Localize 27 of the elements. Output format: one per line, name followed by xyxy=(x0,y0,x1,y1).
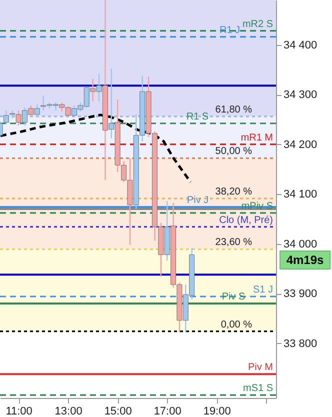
x-tick-label: 17:00 xyxy=(154,406,182,417)
ref-line-label: mPiv S xyxy=(241,200,274,212)
ref-line-label: R1 S xyxy=(186,111,209,122)
x-tick-label: 15:00 xyxy=(104,406,132,417)
x-tick-label: 19:00 xyxy=(203,406,231,417)
y-tick-label: 34 300 xyxy=(284,89,318,102)
y-tick-label: 33 900 xyxy=(284,288,318,300)
y-tick-label: 33 800 xyxy=(284,338,318,350)
annotation: 61,80 % xyxy=(215,104,252,116)
annotation: 0,00 % xyxy=(220,319,252,330)
text: 4m19s xyxy=(286,253,324,267)
ref-line-label: Piv M xyxy=(248,362,273,374)
annotation: 23,60 % xyxy=(215,237,252,248)
ref-line-label: Clo (M, Pré) xyxy=(219,214,273,226)
annotation: 50,00 % xyxy=(215,146,252,158)
annotation: 38,20 % xyxy=(215,186,252,198)
ref-line-label: mR1 M xyxy=(240,132,273,144)
candlestick xyxy=(3,110,9,125)
x-tick-label: 13:00 xyxy=(54,406,82,417)
ref-line-label: mR2 S xyxy=(242,18,274,30)
y-tick-label: 34 000 xyxy=(284,238,318,250)
ref-line-label: S1 J xyxy=(252,284,273,296)
y-tick-label: 34 400 xyxy=(284,39,318,52)
y-tick-label: 34 100 xyxy=(284,188,318,201)
y-tick-label: 34 200 xyxy=(284,138,318,151)
ref-line-label: mS1 S xyxy=(242,383,274,394)
x-tick-label: 11:00 xyxy=(6,406,32,417)
